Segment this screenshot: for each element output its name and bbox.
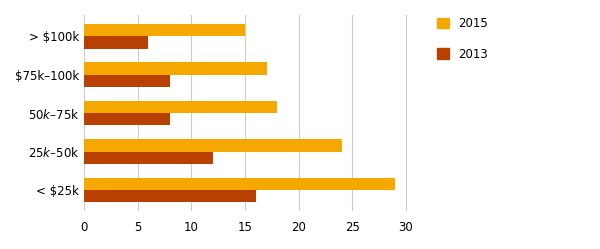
Bar xyxy=(84,139,341,152)
Bar xyxy=(84,152,213,164)
Bar xyxy=(84,101,277,113)
Bar xyxy=(84,113,170,125)
Legend: 2015, 2013: 2015, 2013 xyxy=(437,17,488,61)
Bar xyxy=(84,75,170,87)
Bar xyxy=(84,62,266,75)
Bar xyxy=(84,24,245,36)
Bar xyxy=(84,178,395,190)
Bar xyxy=(84,36,148,49)
Bar xyxy=(84,190,256,202)
